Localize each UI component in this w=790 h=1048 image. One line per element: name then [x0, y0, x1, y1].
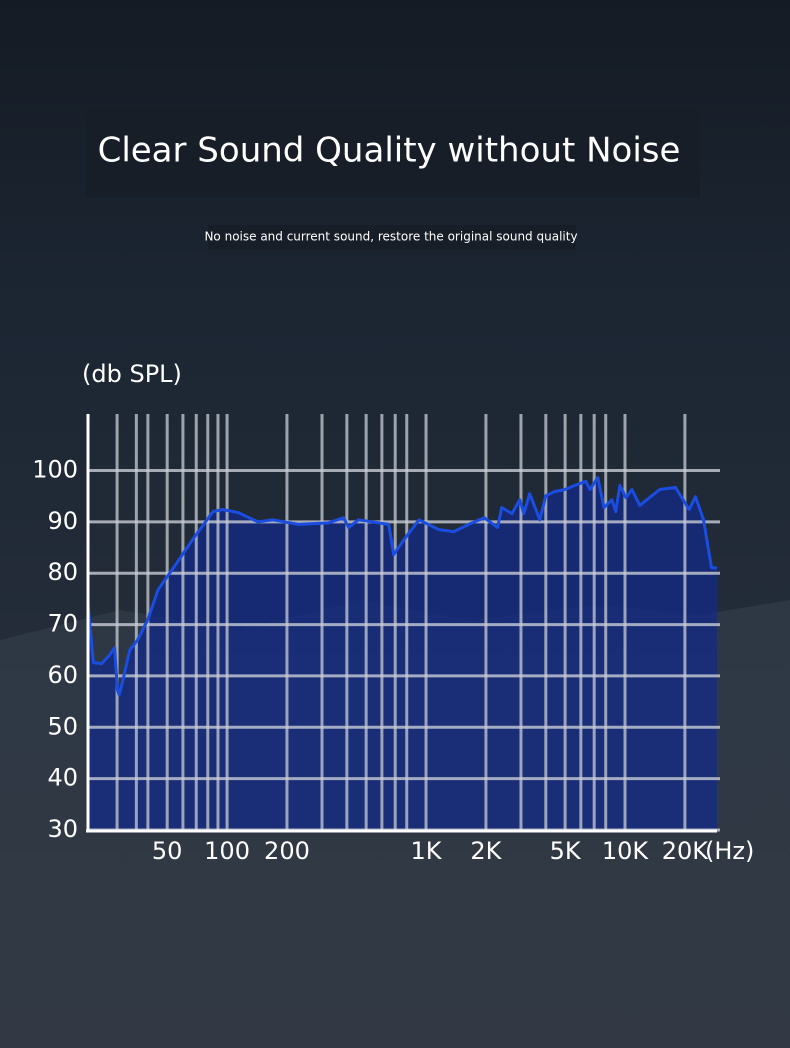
y-tick-label: 30	[47, 815, 78, 843]
plot: 50 100 200 1K 2K 5K 10K 20K 30 40 50 60 70 80 90 100	[32, 414, 720, 865]
y-tick-label: 100	[32, 455, 78, 483]
y-tick-label: 50	[47, 712, 78, 740]
y-tick-label: 80	[47, 558, 78, 586]
x-axis-label: (Hz)	[705, 837, 754, 865]
title-box	[86, 108, 700, 197]
subtitle-box	[208, 225, 576, 250]
title: Clear Sound Quality without Noise	[98, 131, 681, 171]
x-tick-label: 2K	[470, 837, 502, 865]
x-tick-label: 20K	[662, 837, 710, 865]
subtitle: No noise and current sound, restore the …	[204, 230, 577, 244]
y-tick-label: 90	[47, 507, 78, 535]
line	[86, 476, 718, 697]
area-fill	[88, 477, 717, 830]
y-tick-label: 60	[47, 661, 78, 689]
x-tick-label: 10K	[602, 837, 650, 865]
x-tick-label: 200	[264, 837, 310, 865]
y-axis-label: (db SPL)	[82, 360, 182, 388]
y-tick-label: 40	[47, 764, 78, 792]
x-tick-label: 50	[152, 837, 183, 865]
x-tick-label: 100	[204, 837, 250, 865]
x-tick-label: 5K	[550, 837, 582, 865]
x-tick-label: 1K	[411, 837, 443, 865]
y-tick-label: 70	[47, 610, 78, 638]
